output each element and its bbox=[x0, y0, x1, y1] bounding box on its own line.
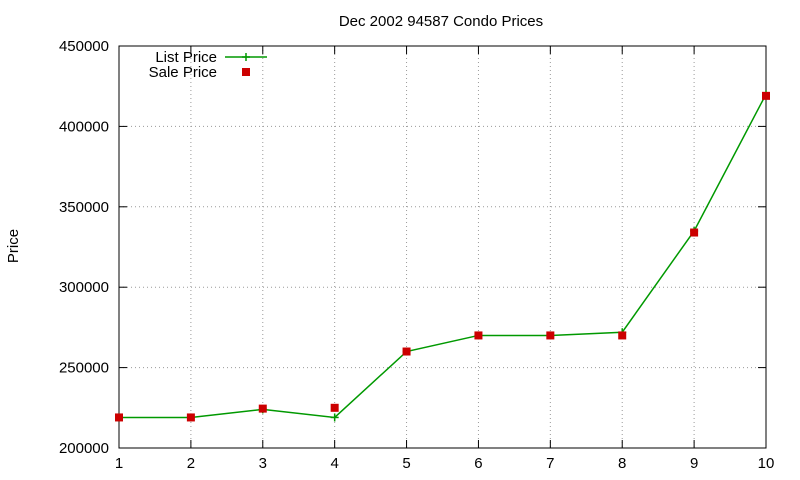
x-tick-label: 4 bbox=[330, 455, 338, 472]
sale-price-point bbox=[402, 347, 411, 356]
sale-price-point bbox=[618, 331, 627, 340]
chart-title: Dec 2002 94587 Condo Prices bbox=[339, 13, 543, 30]
x-tick-label: 2 bbox=[187, 455, 195, 472]
sale-price-point bbox=[690, 228, 699, 237]
x-tick-label: 10 bbox=[758, 455, 775, 472]
x-tick-label: 6 bbox=[474, 455, 482, 472]
y-tick-label: 450000 bbox=[59, 38, 109, 55]
y-tick-label: 250000 bbox=[59, 360, 109, 377]
list-price-line bbox=[119, 93, 767, 419]
sale-price-point bbox=[258, 404, 267, 413]
x-tick-label: 7 bbox=[546, 455, 554, 472]
plot-border bbox=[118, 45, 767, 449]
legend-swatch-sale-price bbox=[242, 68, 250, 76]
sale-price-point bbox=[546, 331, 555, 340]
series-layer bbox=[115, 90, 770, 422]
y-tick-label: 300000 bbox=[59, 279, 109, 296]
sale-price-point bbox=[115, 413, 123, 422]
x-tick-label: 3 bbox=[259, 455, 267, 472]
sale-price-point bbox=[330, 403, 339, 412]
x-tick-label: 5 bbox=[402, 455, 410, 472]
legend-marker-list-price bbox=[242, 53, 250, 61]
y-tick-label: 200000 bbox=[59, 440, 109, 457]
axis-ticks: 200000 250000 300000 350000 400000 450000 1 2 3 4… bbox=[59, 38, 774, 472]
sale-price-point bbox=[186, 413, 195, 422]
grid-lines bbox=[119, 46, 766, 448]
legend-label-list-price: List Price bbox=[155, 49, 217, 66]
y-tick-label: 350000 bbox=[59, 199, 109, 216]
x-tick-label: 9 bbox=[690, 455, 698, 472]
y-tick-label: 400000 bbox=[59, 118, 109, 135]
sale-price-point bbox=[762, 91, 770, 100]
y-axis-label: Price bbox=[5, 229, 22, 263]
x-tick-label: 8 bbox=[618, 455, 626, 472]
x-tick-label: 1 bbox=[115, 455, 123, 472]
list-price-point bbox=[330, 413, 339, 422]
legend-label-sale-price: Sale Price bbox=[149, 64, 217, 81]
sale-price-point bbox=[474, 331, 483, 340]
